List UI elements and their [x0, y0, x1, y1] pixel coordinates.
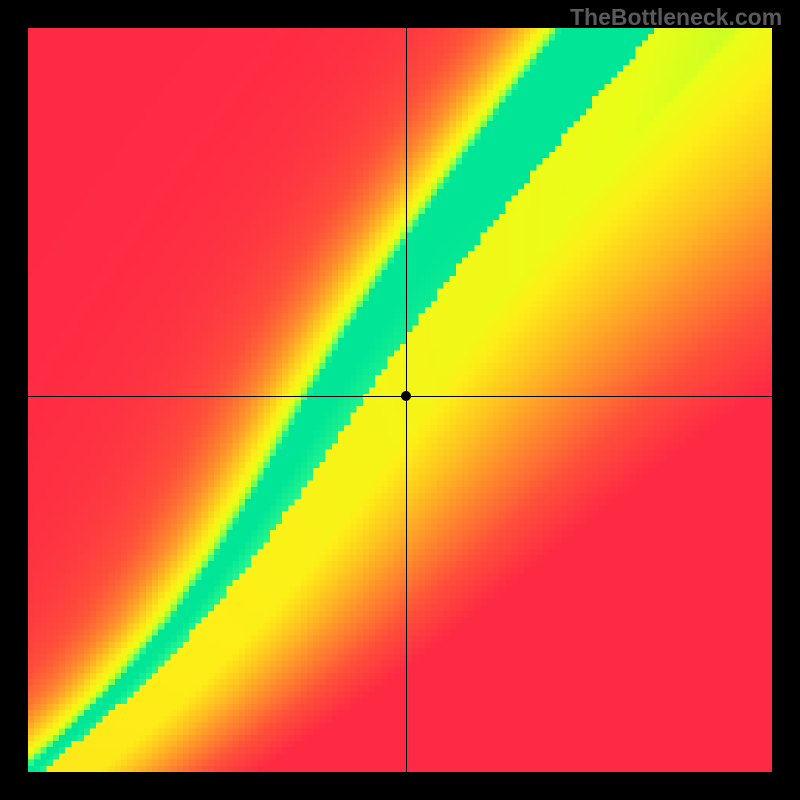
watermark-text: TheBottleneck.com [570, 4, 782, 31]
crosshair-horizontal [28, 396, 772, 397]
bottleneck-heatmap [28, 28, 772, 772]
chart-container: TheBottleneck.com [0, 0, 800, 800]
